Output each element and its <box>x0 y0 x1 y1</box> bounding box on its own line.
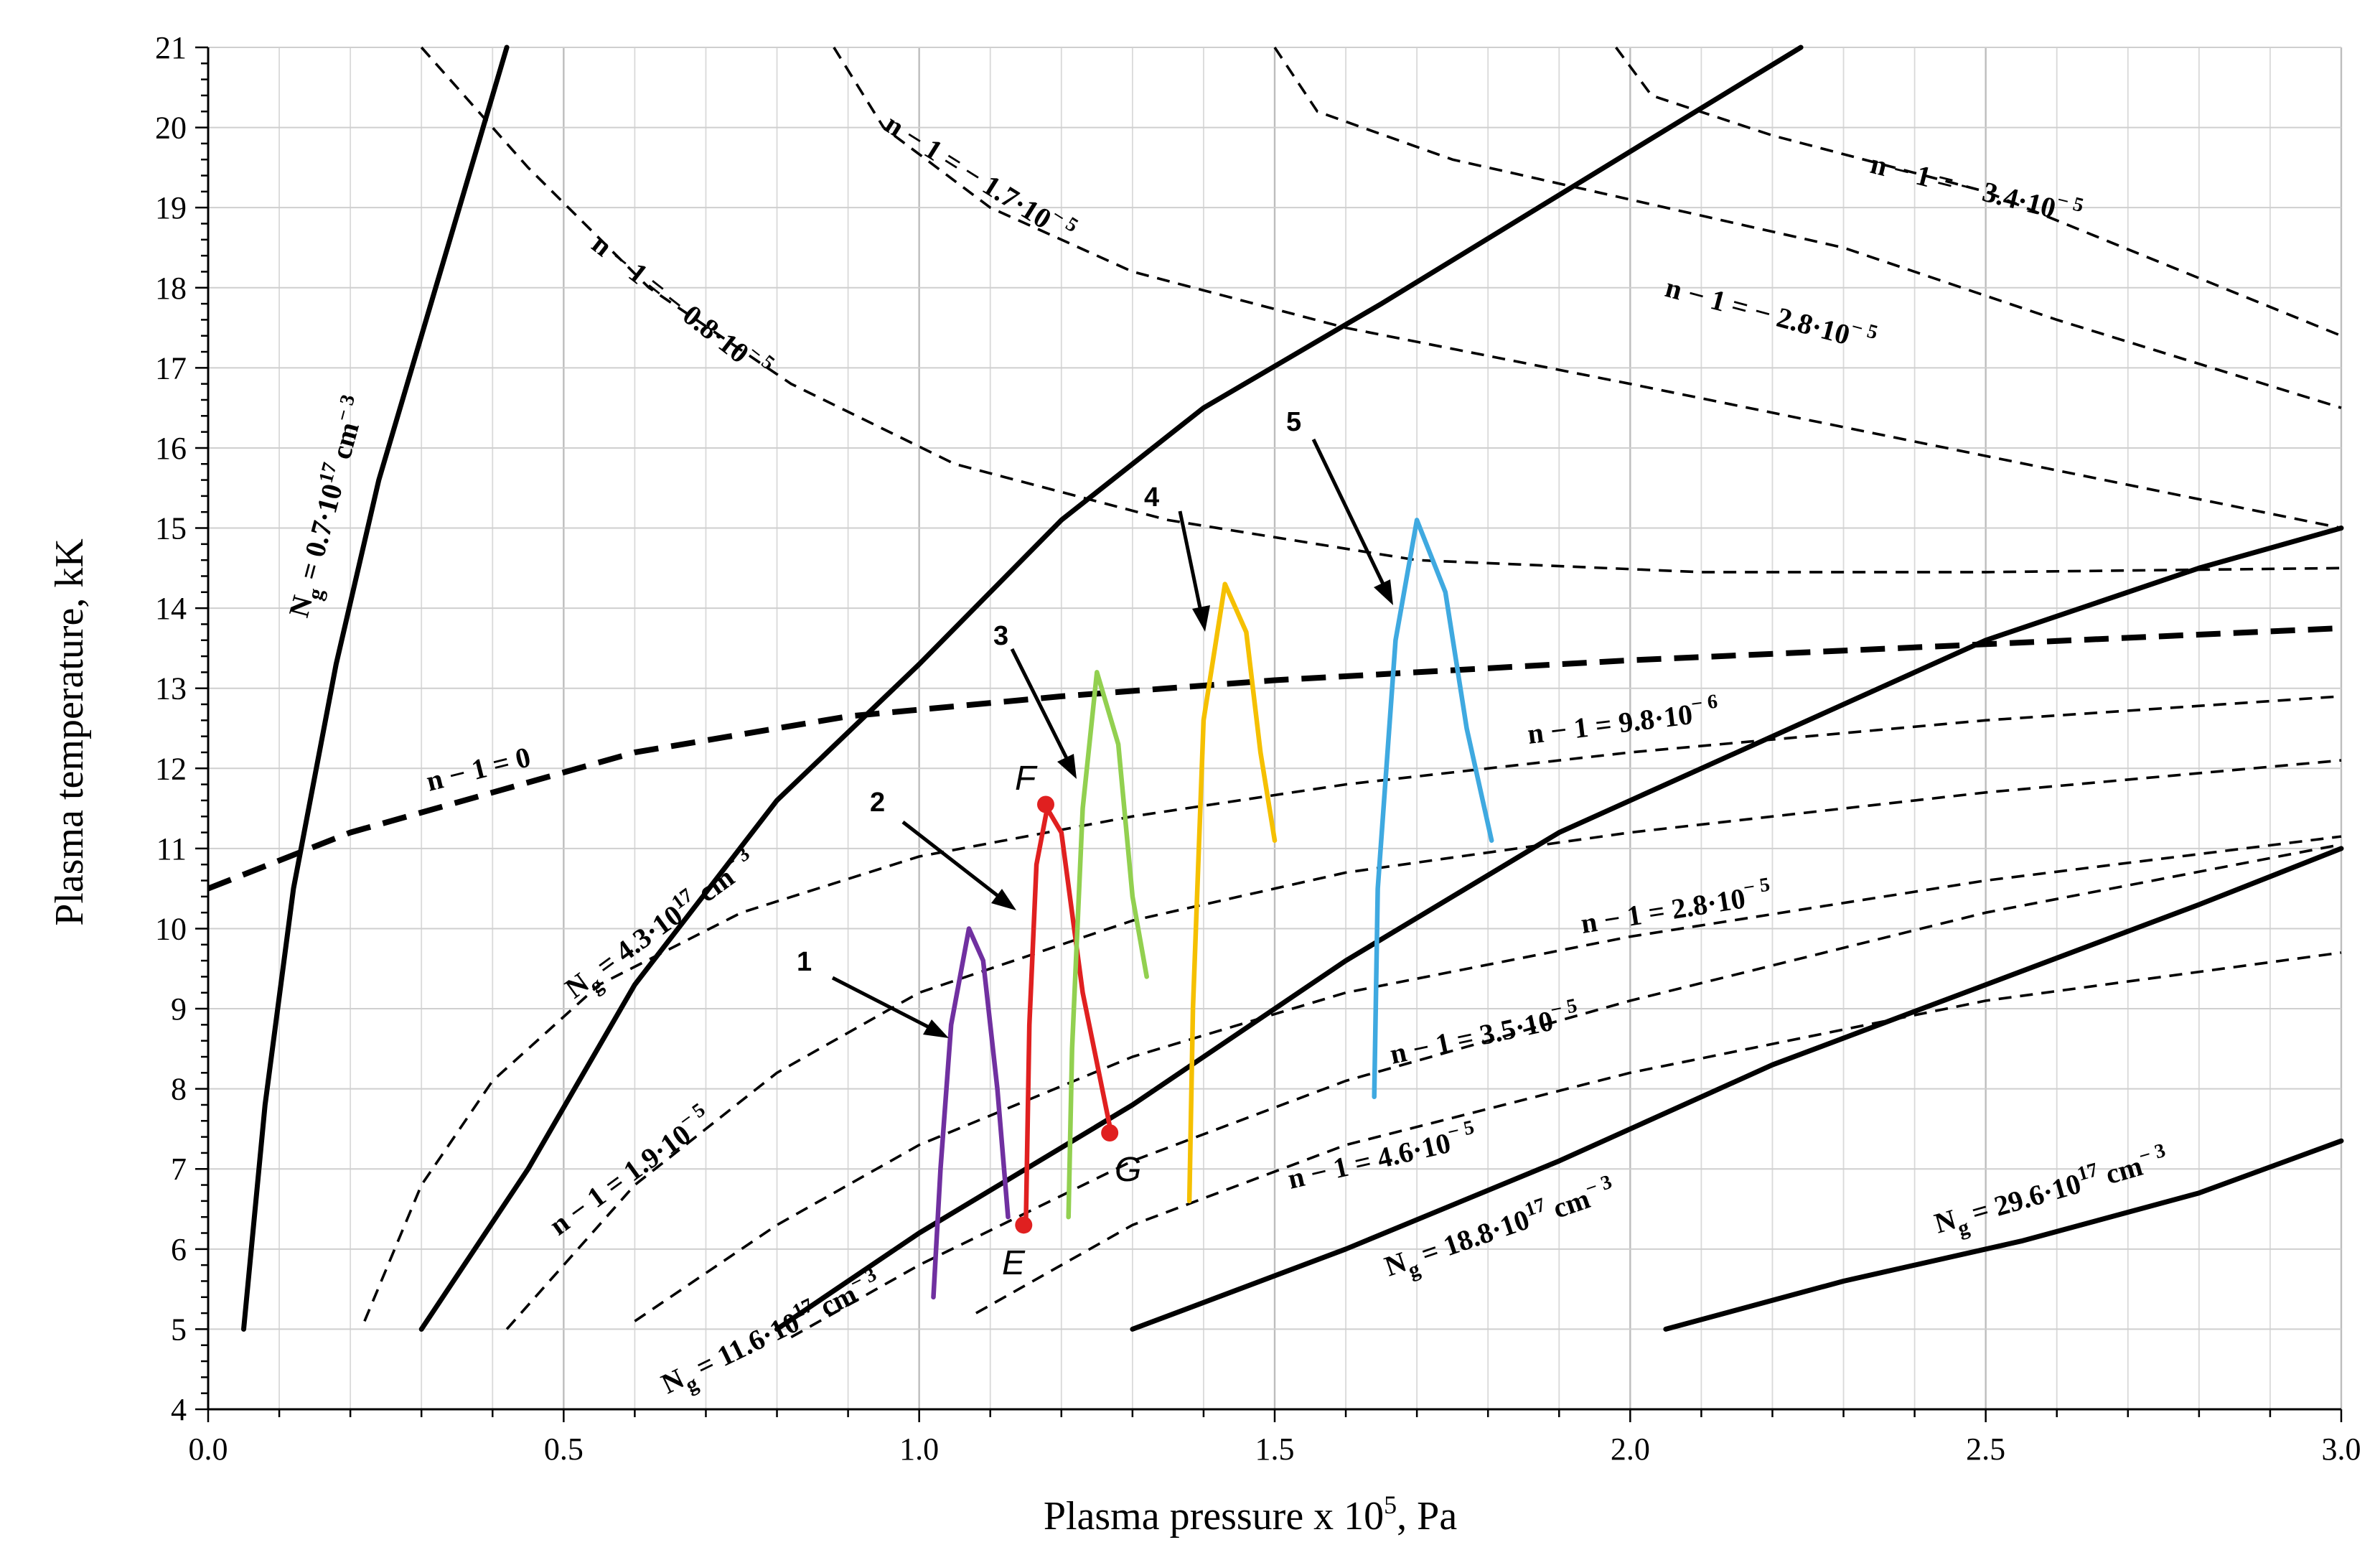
y-tick-label: 13 <box>155 671 187 706</box>
y-tick-label: 12 <box>155 751 187 786</box>
point-label-e: E <box>1002 1244 1026 1282</box>
grid-minor <box>278 47 2271 1409</box>
y-tick-label: 21 <box>155 30 187 65</box>
series-line-4 <box>1663 1138 2344 1332</box>
curve-label-2: 2 <box>870 788 885 818</box>
series-line-19 <box>1372 518 1494 1100</box>
series-line-0 <box>241 45 510 1332</box>
x-tick-label: 2.0 <box>1611 1432 1650 1467</box>
arrow-1 <box>831 976 943 1036</box>
y-tick-label: 17 <box>155 350 187 386</box>
marker-g <box>1101 1124 1119 1142</box>
series-line-13 <box>1273 47 2342 409</box>
y-tick-label: 6 <box>171 1232 187 1267</box>
y-tick-label: 8 <box>171 1072 187 1107</box>
markers <box>1015 795 1119 1234</box>
series-line-17 <box>1066 670 1149 1220</box>
arrow-4-head <box>1192 605 1210 632</box>
y-tick-label: 19 <box>155 190 187 225</box>
series-line-9 <box>790 843 2342 1339</box>
curve-label-5: 5 <box>1286 407 1301 437</box>
arrow-2-head <box>991 889 1016 910</box>
series-line-14 <box>1615 46 2342 337</box>
curve-label-1: 1 <box>797 947 812 977</box>
x-tick-label: 0.5 <box>544 1432 584 1467</box>
series-line-3 <box>1130 846 2344 1332</box>
curve-label-3: 3 <box>993 621 1008 651</box>
series-line-12 <box>833 47 2342 530</box>
curve-label-4: 4 <box>1144 482 1159 513</box>
series-line-7 <box>505 759 2342 1330</box>
x-axis-title: Plasma pressure x 105, Pa <box>1044 1490 1458 1539</box>
series-line-1 <box>418 45 1804 1332</box>
series-line-15 <box>931 926 1011 1300</box>
arrow-2 <box>901 821 1011 906</box>
y-tick-label: 15 <box>155 511 187 546</box>
x-tick-label: 3.0 <box>2322 1432 2361 1467</box>
series-line-2 <box>774 526 2344 1332</box>
arrow-5 <box>1311 438 1391 597</box>
marker-f <box>1037 795 1055 813</box>
marker-e <box>1015 1216 1033 1234</box>
arrow-3 <box>1010 648 1074 771</box>
axes <box>195 46 2343 1422</box>
y-tick-label: 4 <box>171 1392 187 1427</box>
y-tick-label: 7 <box>171 1152 187 1187</box>
y-tick-label: 14 <box>155 591 187 626</box>
x-tick-label: 1.0 <box>899 1432 939 1467</box>
arrow-3-head <box>1057 754 1077 779</box>
y-tick-label: 10 <box>155 911 187 946</box>
y-tick-label: 16 <box>155 431 187 466</box>
series-line-18 <box>1186 582 1278 1204</box>
x-tick-label: 1.5 <box>1255 1432 1295 1467</box>
arrow-5-head <box>1374 579 1393 605</box>
x-tick-label: 0.0 <box>189 1432 228 1467</box>
series-line-5 <box>207 625 2342 892</box>
series-line-11 <box>420 46 2342 574</box>
series-line-6 <box>363 695 2342 1322</box>
arrow-1-head <box>923 1019 949 1038</box>
y-tick-label: 18 <box>155 271 187 306</box>
y-axis-title: Plasma temperature, kK <box>47 538 92 926</box>
y-tick-label: 5 <box>171 1312 187 1347</box>
x-tick-label: 2.5 <box>1966 1432 2005 1467</box>
series-line-10 <box>975 951 2342 1315</box>
y-tick-label: 9 <box>171 991 187 1027</box>
series-lines <box>207 45 2344 1339</box>
arrow-4 <box>1178 510 1205 622</box>
arrows <box>831 438 1393 1038</box>
point-label-g: G <box>1115 1151 1141 1189</box>
y-tick-label: 11 <box>156 831 187 867</box>
series-line-8 <box>634 835 2342 1322</box>
tick-labels: 0.0 0.5 1.0 1.5 2.0 2.5 3.04567891011121314151… <box>155 30 2361 1467</box>
point-label-f: F <box>1015 760 1038 798</box>
y-tick-label: 20 <box>155 111 187 146</box>
